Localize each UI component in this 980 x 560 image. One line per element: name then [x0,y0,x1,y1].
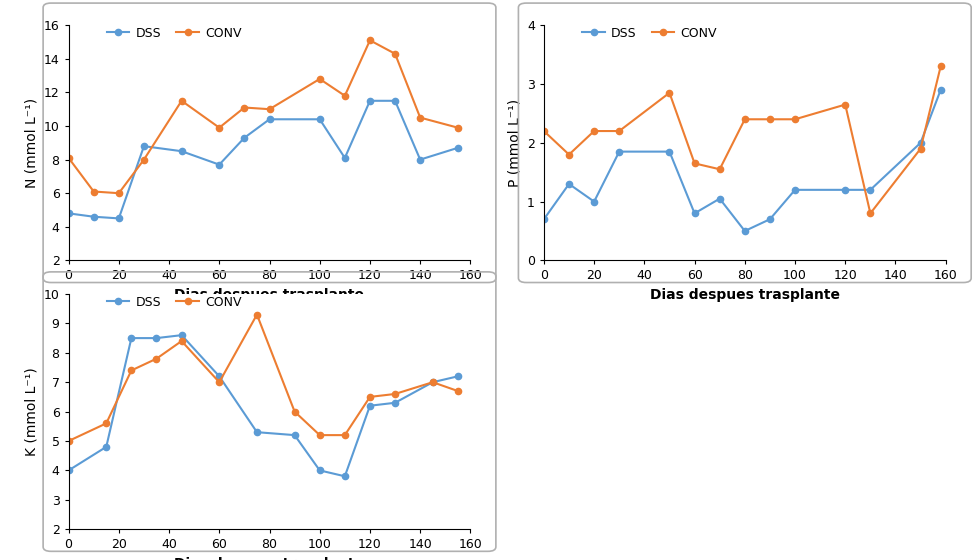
Line: DSS: DSS [66,332,461,479]
CONV [415,114,426,121]
CONV [689,160,701,167]
CONV [339,432,351,438]
DSS [289,432,301,438]
DSS [538,216,550,222]
DSS [88,213,100,220]
CONV [289,408,301,415]
Y-axis label: N (mmol L⁻¹): N (mmol L⁻¹) [24,98,38,188]
DSS [125,335,137,342]
Y-axis label: P (mmol L⁻¹): P (mmol L⁻¹) [508,99,521,187]
DSS [238,134,250,141]
DSS [339,473,351,479]
CONV [365,37,376,44]
DSS [415,156,426,163]
DSS [214,161,225,168]
DSS [214,373,225,380]
CONV [389,50,401,57]
DSS [613,148,625,155]
Line: DSS: DSS [66,97,461,222]
CONV [138,156,150,163]
CONV [100,420,112,427]
DSS [663,148,675,155]
DSS [914,139,926,146]
X-axis label: Dias despues trasplante: Dias despues trasplante [174,288,365,302]
CONV [864,210,876,217]
Legend: DSS, CONV: DSS, CONV [107,27,242,40]
DSS [839,186,851,193]
CONV [452,124,464,131]
Legend: DSS, CONV: DSS, CONV [107,296,242,309]
Y-axis label: K (mmol L⁻¹): K (mmol L⁻¹) [24,367,38,456]
DSS [935,86,947,93]
DSS [100,444,112,450]
CONV [113,190,124,197]
CONV [238,104,250,111]
CONV [588,128,600,134]
DSS [564,180,575,187]
CONV [935,63,947,69]
CONV [739,116,751,123]
CONV [314,432,325,438]
CONV [63,438,74,445]
DSS [138,143,150,150]
DSS [389,97,401,104]
CONV [365,394,376,400]
DSS [63,210,74,217]
CONV [914,145,926,152]
CONV [764,116,776,123]
Legend: DSS, CONV: DSS, CONV [582,27,717,40]
Line: CONV: CONV [541,63,944,217]
X-axis label: Dias despues trasplante: Dias despues trasplante [174,557,365,560]
DSS [713,195,725,202]
DSS [389,399,401,406]
CONV [264,106,275,113]
CONV [151,356,163,362]
CONV [214,379,225,386]
CONV [214,124,225,131]
DSS [452,144,464,151]
CONV [613,128,625,134]
DSS [689,210,701,217]
DSS [427,379,439,386]
DSS [864,186,876,193]
CONV [88,188,100,195]
CONV [314,76,325,82]
CONV [125,367,137,374]
CONV [839,101,851,108]
CONV [339,92,351,99]
Line: CONV: CONV [66,311,461,444]
DSS [452,373,464,380]
CONV [538,128,550,134]
CONV [389,391,401,398]
CONV [175,97,187,104]
DSS [764,216,776,222]
CONV [427,379,439,386]
CONV [63,155,74,161]
DSS [739,227,751,234]
CONV [789,116,801,123]
CONV [564,151,575,158]
CONV [663,90,675,96]
DSS [365,402,376,409]
DSS [264,116,275,123]
Line: CONV: CONV [66,37,461,197]
DSS [63,467,74,474]
X-axis label: Dias despues trasplante: Dias despues trasplante [650,288,840,302]
DSS [175,332,187,338]
DSS [789,186,801,193]
DSS [175,148,187,155]
DSS [151,335,163,342]
DSS [314,467,325,474]
CONV [251,311,263,318]
DSS [251,429,263,436]
Line: DSS: DSS [541,87,944,234]
DSS [113,215,124,222]
DSS [339,155,351,161]
DSS [314,116,325,123]
DSS [588,198,600,205]
CONV [713,166,725,172]
CONV [175,338,187,344]
DSS [365,97,376,104]
CONV [452,388,464,394]
